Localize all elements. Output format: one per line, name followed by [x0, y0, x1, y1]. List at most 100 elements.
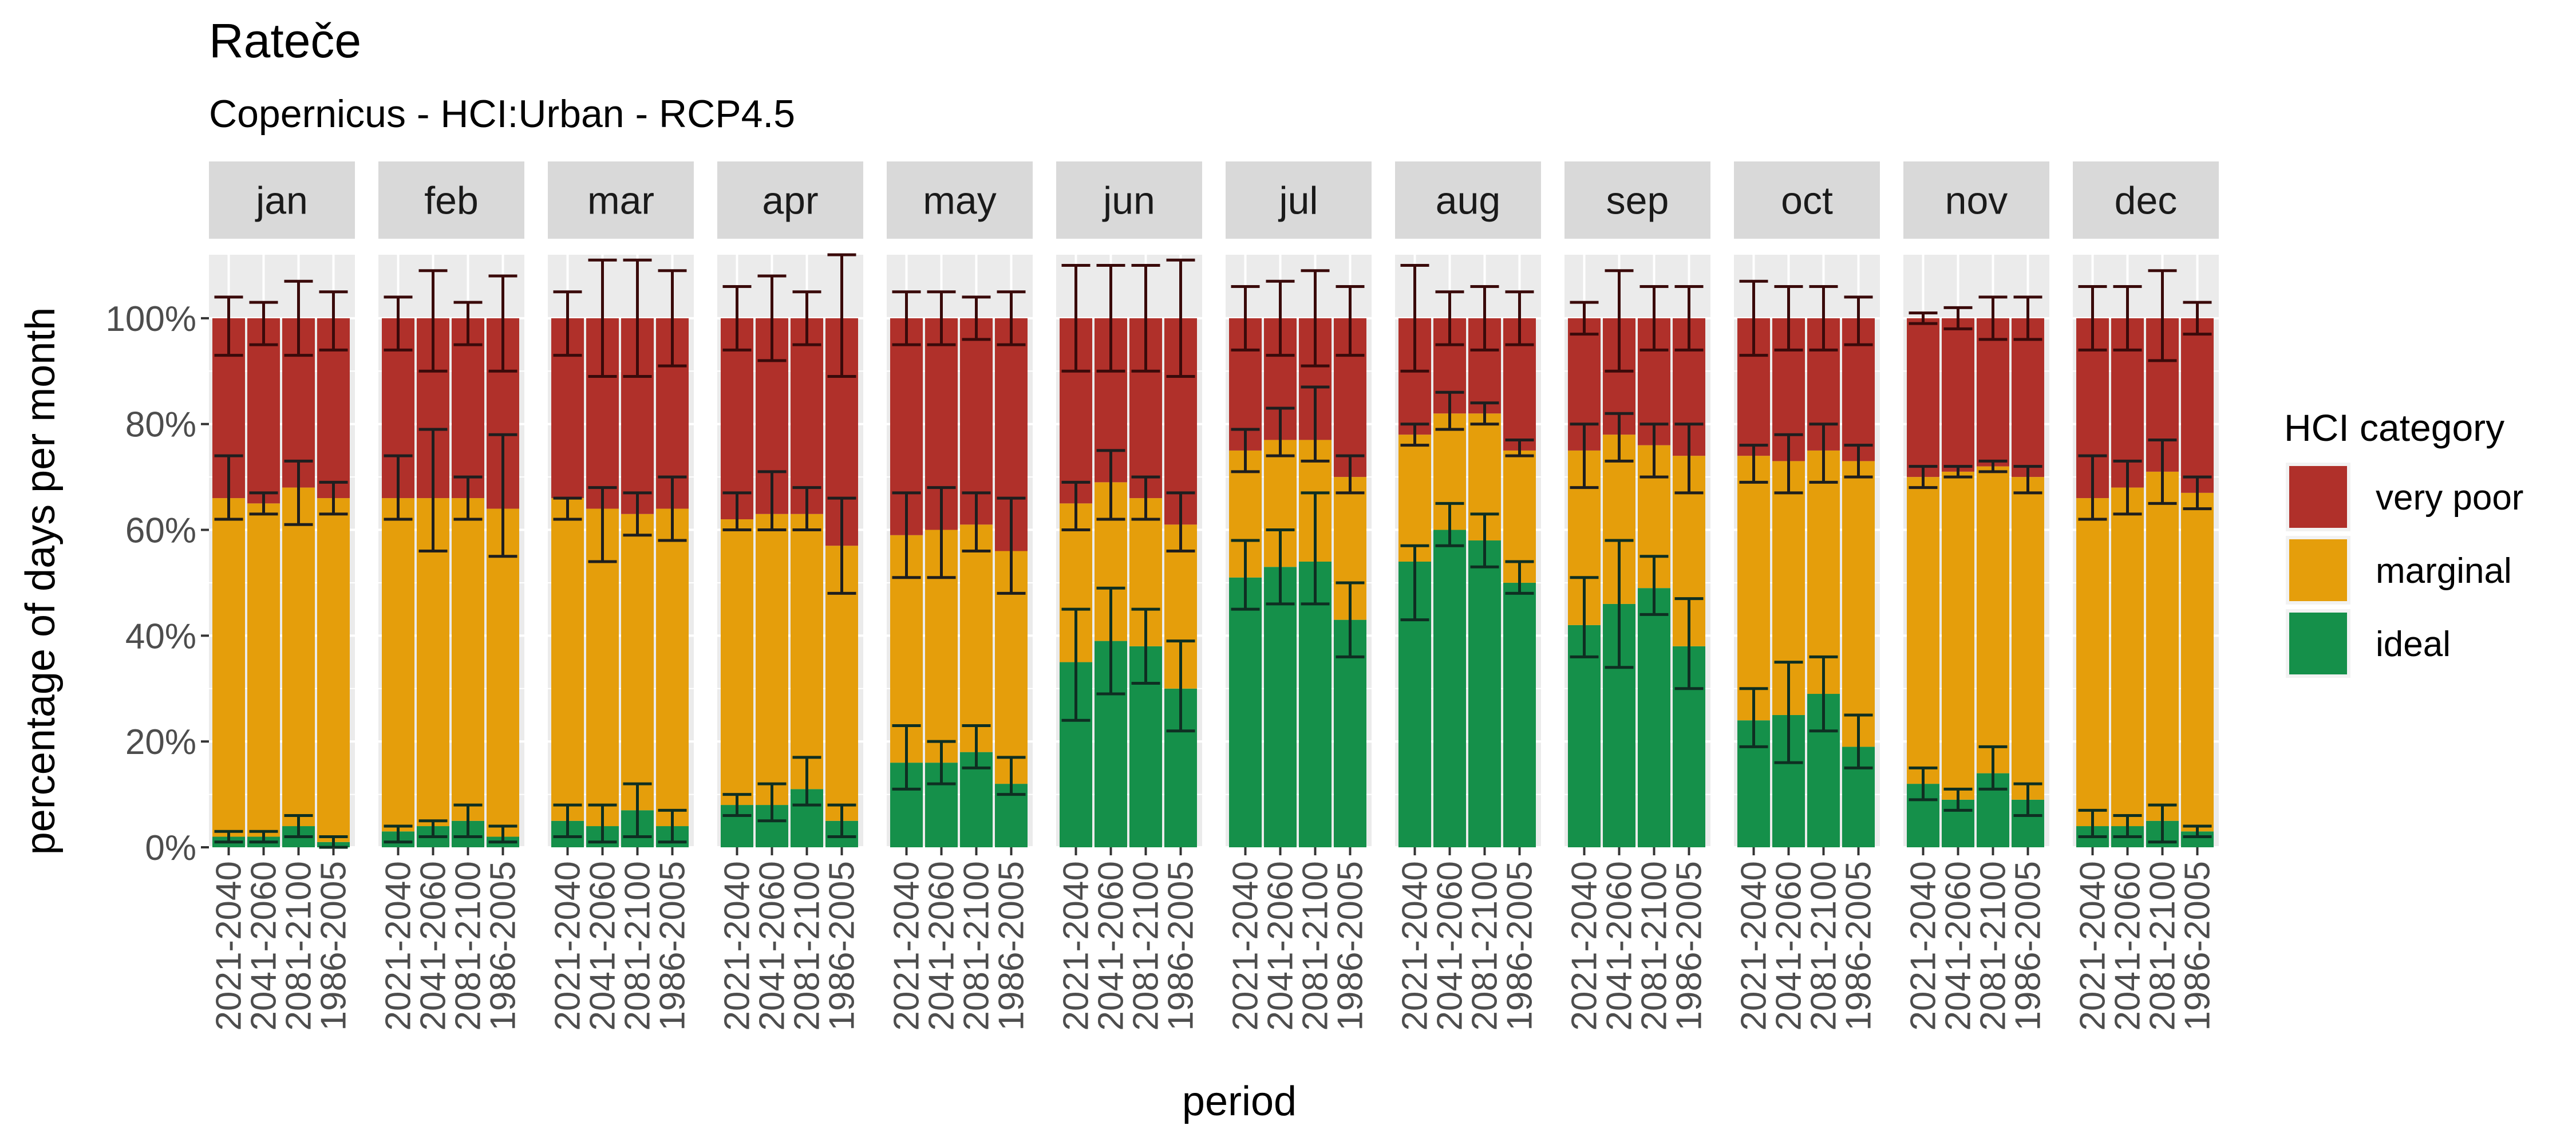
error-bar	[453, 803, 483, 839]
error-bar	[962, 295, 991, 341]
facet-strip-label: dec	[2115, 179, 2178, 223]
bar-very-poor	[1907, 318, 1939, 477]
error-bar	[1266, 279, 1295, 357]
error-bar	[722, 793, 752, 818]
x-tick-label: 1986-2005	[484, 861, 523, 1031]
error-bar	[588, 486, 617, 563]
error-bar	[1505, 438, 1534, 457]
error-bar	[1435, 290, 1464, 346]
x-tick-label: 2081-2100	[1465, 861, 1505, 1031]
bar-marginal	[1977, 466, 2009, 773]
x-tick-label: 1986-2005	[1161, 861, 1201, 1031]
bar-very-poor	[247, 318, 280, 504]
x-tick-label: 2021-2040	[210, 861, 249, 1031]
error-bar	[1231, 539, 1260, 611]
bar-marginal	[756, 514, 788, 806]
error-bar	[1470, 401, 1499, 426]
error-bar	[2148, 438, 2177, 505]
error-bar	[997, 756, 1026, 796]
x-tick-label: 2041-2060	[2108, 861, 2148, 1031]
error-bar	[214, 830, 243, 844]
facet-strip-label: jul	[1278, 179, 1318, 223]
bar-ideal	[1468, 540, 1501, 847]
error-bar	[319, 290, 348, 352]
facet-strip-label: aug	[1436, 179, 1500, 223]
error-bar	[384, 454, 413, 521]
error-bar	[1061, 480, 1091, 532]
x-tick-label: 2041-2060	[753, 861, 792, 1031]
x-tick-label: 2081-2100	[788, 861, 827, 1031]
error-bar	[249, 491, 278, 516]
x-tick-label: 2081-2100	[1635, 861, 1674, 1031]
error-bar	[1739, 687, 1768, 748]
facet-strip	[887, 161, 1033, 239]
error-bar	[1978, 459, 2008, 473]
y-tick-label: 80%	[125, 405, 196, 445]
error-bar	[792, 756, 821, 807]
error-bar	[2113, 814, 2142, 839]
error-bar	[2148, 803, 2177, 844]
bar-marginal	[282, 487, 315, 827]
error-bar	[1470, 512, 1499, 568]
error-bar	[1166, 491, 1195, 552]
legend: HCI category very poor marginal ideal	[2284, 406, 2523, 678]
error-bar	[1978, 295, 2008, 341]
error-bar	[1131, 263, 1160, 373]
x-tick-label: 2081-2100	[449, 861, 488, 1031]
error-bar	[1435, 502, 1464, 547]
error-bar	[2013, 782, 2042, 818]
bar-ideal	[1264, 567, 1297, 847]
error-bar	[1096, 449, 1125, 521]
bar-marginal	[317, 498, 350, 842]
error-bar	[553, 803, 582, 839]
error-bar	[1844, 444, 1873, 479]
bar-marginal	[2181, 492, 2214, 832]
y-tick-label: 60%	[125, 511, 196, 551]
error-bar	[319, 480, 348, 516]
facet-strip	[1564, 161, 1710, 239]
error-bar	[588, 803, 617, 844]
legend-swatch	[2289, 613, 2347, 674]
x-tick-label: 1986-2005	[992, 861, 1032, 1031]
y-tick-label: 0%	[145, 828, 196, 868]
error-bar	[623, 782, 652, 839]
facet-strip	[1734, 161, 1880, 239]
x-tick-label: 2081-2100	[1127, 861, 1166, 1031]
facet-strip	[548, 161, 694, 239]
x-tick-label: 1986-2005	[653, 861, 693, 1031]
legend-item-label: ideal	[2376, 625, 2451, 664]
error-bar	[927, 486, 956, 579]
chart-title: Rateče	[209, 14, 361, 68]
bar-marginal	[656, 508, 689, 827]
error-bar	[2183, 301, 2212, 336]
facet-strip	[717, 161, 863, 239]
error-bar	[1943, 787, 1973, 812]
facet-strip-label: mar	[587, 179, 654, 223]
bar-very-poor	[791, 318, 823, 514]
facet-strip	[209, 161, 355, 239]
error-bar	[1336, 454, 1365, 495]
error-bar	[2183, 824, 2212, 839]
bar-marginal	[487, 508, 519, 837]
x-tick-label: 2041-2060	[1431, 861, 1470, 1031]
error-bar	[757, 470, 787, 532]
error-bar	[1061, 263, 1091, 373]
error-bar	[1978, 745, 2008, 791]
error-bar	[1231, 428, 1260, 473]
error-bar	[623, 491, 652, 537]
x-tick-label: 1986-2005	[1670, 861, 1709, 1031]
error-bar	[1570, 576, 1599, 658]
error-bar	[1943, 306, 1973, 330]
error-bar	[892, 491, 921, 579]
error-bar	[2013, 465, 2042, 495]
error-bar	[1096, 586, 1125, 696]
x-tick-label: 2081-2100	[2143, 861, 2183, 1031]
legend-swatch	[2289, 466, 2347, 528]
